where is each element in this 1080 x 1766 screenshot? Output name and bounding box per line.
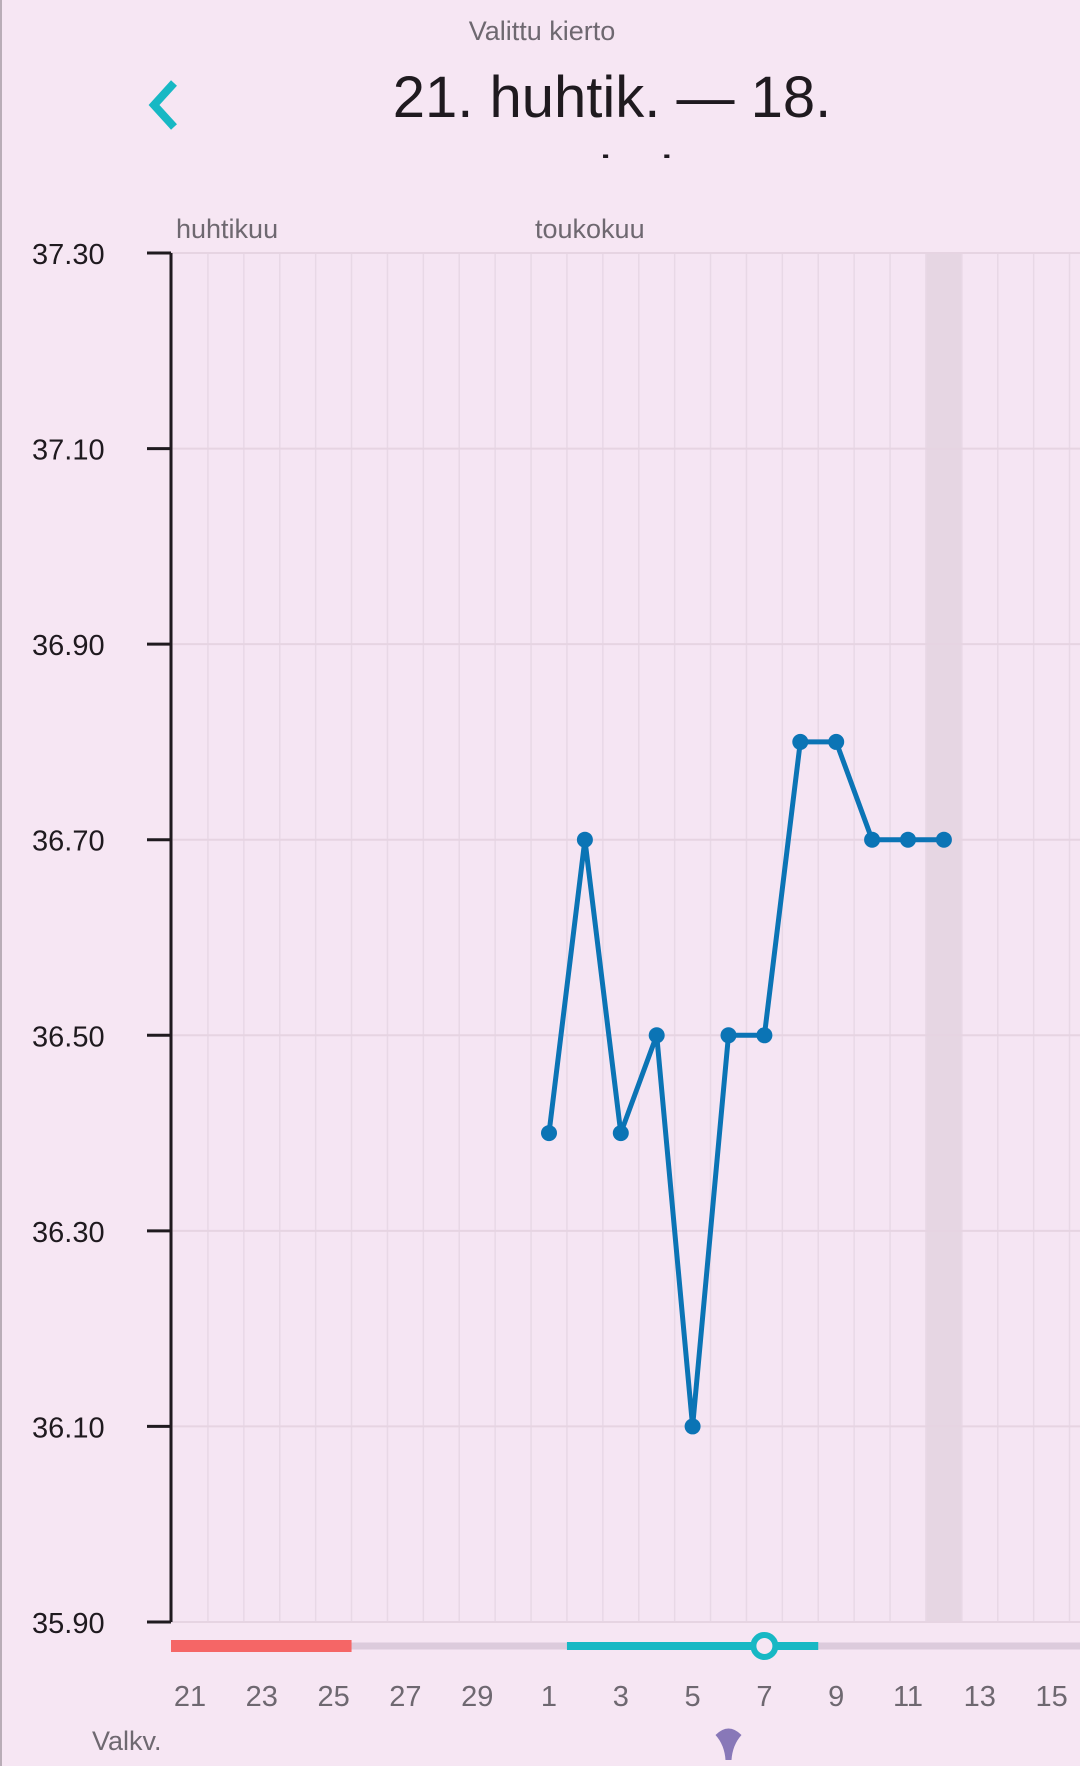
y-tick-label: 35.90 — [32, 1608, 105, 1640]
y-tick-label: 36.30 — [32, 1217, 105, 1249]
x-tick-label: 25 — [317, 1681, 349, 1713]
month-label: toukokuu — [535, 214, 645, 244]
y-tick-label: 36.50 — [32, 1021, 105, 1053]
temperature-point — [864, 831, 881, 848]
x-tick-label: 3 — [613, 1681, 629, 1713]
selected-cycle-label: Valittu kierto — [468, 16, 616, 46]
x-tick-label: 7 — [756, 1681, 772, 1713]
x-tick-label: 13 — [964, 1681, 996, 1713]
x-tick-label: 29 — [461, 1681, 493, 1713]
month-label: huhtikuu — [176, 214, 278, 244]
cycle-title-line1: 21. huhtik. — 18. — [392, 65, 832, 130]
x-tick-label: 27 — [389, 1681, 421, 1713]
y-tick-label: 37.30 — [32, 239, 105, 271]
fertile-window-bar — [566, 1642, 819, 1650]
temperature-point — [792, 733, 809, 750]
y-tick-label: 36.70 — [32, 826, 105, 858]
temperature-point — [935, 831, 952, 848]
x-tick-label: 9 — [828, 1681, 844, 1713]
temperature-point — [612, 1125, 629, 1142]
cycle-title-line2: toukok. — [302, 138, 922, 158]
highlighted-day-column — [925, 253, 962, 1622]
temperature-point — [900, 831, 916, 848]
temperature-point — [541, 1125, 557, 1142]
period-bar — [171, 1640, 352, 1652]
chevron-left-icon — [148, 80, 177, 130]
x-tick-label: 23 — [246, 1681, 278, 1713]
temperature-point — [756, 1027, 773, 1044]
y-tick-label: 36.90 — [32, 630, 105, 662]
temperature-point — [684, 1418, 701, 1435]
temperature-point — [648, 1027, 665, 1044]
previous-cycle-button[interactable] — [142, 75, 192, 135]
y-tick-label: 36.10 — [32, 1412, 105, 1444]
x-tick-label: 1 — [541, 1681, 557, 1713]
discharge-drop-icon — [715, 1728, 742, 1760]
y-tick-label: 37.10 — [32, 435, 105, 467]
temperature-point — [576, 831, 593, 848]
cycle-date-range: 21. huhtik. — 18. toukok. — [302, 58, 922, 158]
x-tick-label: 21 — [174, 1681, 206, 1713]
discharge-row-label: Valkv. — [92, 1726, 162, 1756]
x-tick-label: 11 — [893, 1681, 923, 1713]
x-tick-label: 5 — [685, 1681, 701, 1713]
ovulation-marker — [750, 1632, 779, 1660]
x-tick-label: 15 — [1035, 1681, 1067, 1713]
temperature-point — [720, 1027, 737, 1044]
temperature-point — [828, 733, 845, 750]
